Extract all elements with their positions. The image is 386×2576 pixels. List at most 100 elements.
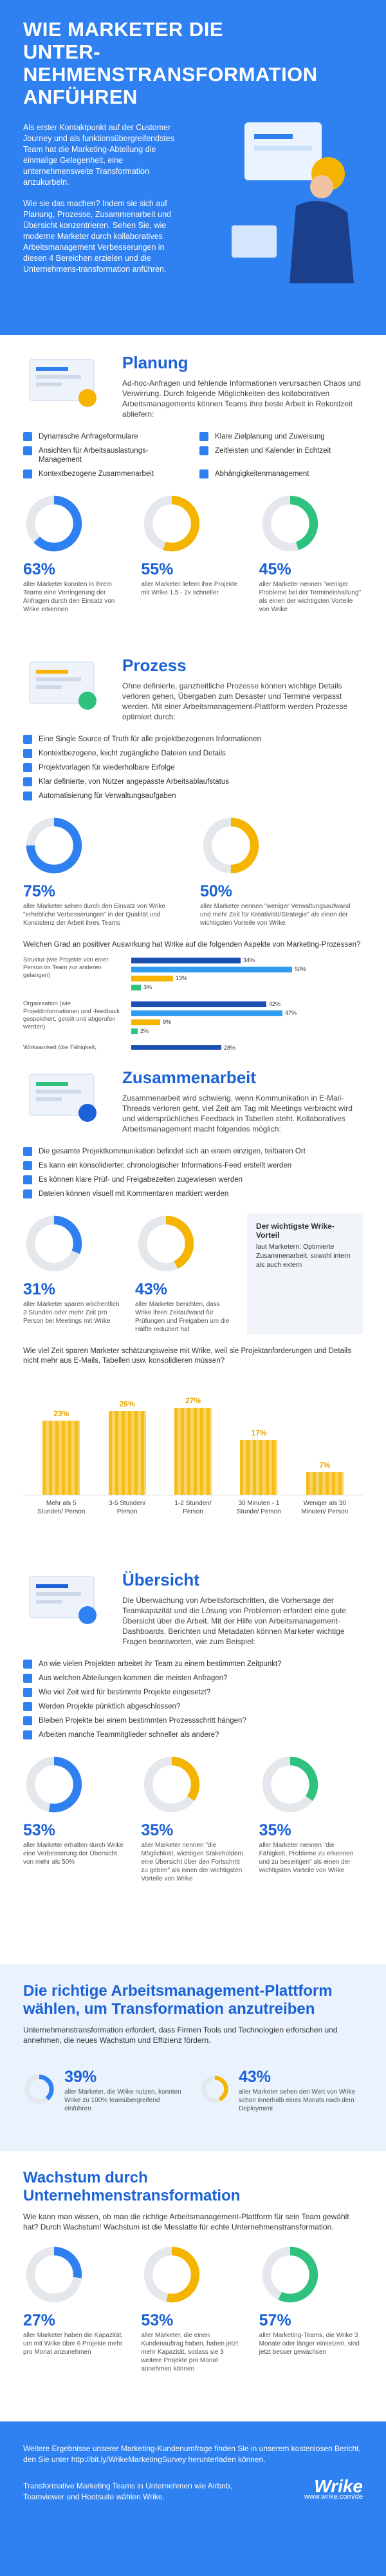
footer-tagline: Transformative Marketing Teams in Untern… [23, 2481, 232, 2501]
footer-url[interactable]: www.wrike.com/de [304, 2493, 363, 2501]
stat-description: aller Marketer, die Wrike nutzen, konnte… [64, 2088, 181, 2112]
bullet-text: Wie viel Zeit wird für bestimmte Projekt… [39, 1689, 211, 1696]
icon-shape [78, 1606, 96, 1624]
note-box: Der wichtigste Wrike-Vorteil laut Markete… [247, 1213, 363, 1334]
stat-description: aller Marketer sehen den Wert von Wrike … [238, 2088, 356, 2112]
bar-group: Organisation (wie Projektinformationen u… [23, 1000, 363, 1036]
stat-value: 45% [259, 560, 291, 578]
bar-row: 3% [131, 983, 363, 991]
stat-description: aller Marketer liefern ihre Projekte mit… [141, 581, 238, 596]
donut [26, 817, 82, 874]
section-icon-box [23, 656, 107, 722]
value-label: 23% [53, 1409, 69, 1418]
value-label: 3% [143, 984, 152, 990]
value-label: 47% [285, 1010, 297, 1016]
columns: 23% 26% 27% 17% 7% [23, 1372, 363, 1495]
bars: 28%51%18%3% [131, 1044, 363, 1050]
bar [306, 1472, 344, 1495]
stat-description: aller Marketer berichten, dass Wrike ihr… [135, 1301, 230, 1333]
donut-arc [262, 495, 318, 552]
illustration-shape [254, 134, 293, 139]
icon-shape [36, 670, 68, 674]
illustration-shape [244, 122, 322, 180]
section-paragraph: Zusammenarbeit wird schwierig, wenn Komm… [122, 1094, 353, 1133]
value-label: 34% [243, 957, 255, 963]
stats-row: 27% aller Marketer haben die Kapazität, u… [23, 2244, 363, 2373]
bullet-text: Es kann ein konsolidierter, chronologisc… [39, 1162, 292, 1170]
bullet: Dateien können visuell mit Kommentaren m… [23, 1187, 363, 1201]
intro-paragraph: Wie sie das machen? Indem sie sich auf P… [23, 199, 171, 274]
stat: 35% aller Marketer nennen "die Möglichkei… [141, 1754, 244, 1883]
category-label: Weniger als 30 Minuten/ Person [301, 1500, 349, 1515]
donut-arc [144, 495, 200, 552]
stat: 55% aller Marketer liefern ihre Projekte … [141, 493, 244, 614]
stat-value: 53% [23, 1821, 56, 1839]
value-label: 26% [119, 1399, 135, 1408]
bullet: Automatisierung für Verwaltungsaufgaben [23, 789, 363, 803]
bullet-text: Dateien können visuell mit Kommentaren m… [39, 1190, 229, 1198]
bar-row: 13% [131, 974, 363, 982]
stat: 75% aller Marketer sehen durch den Einsat… [23, 815, 186, 927]
icon-shape [36, 383, 62, 386]
bullet-check [23, 1688, 32, 1697]
bullet-check [23, 777, 32, 786]
section-head: Übersicht Die Überwachung von Arbeitsfort… [122, 1570, 363, 1647]
stat: 45% aller Marketer nennen "weniger Proble… [259, 493, 363, 614]
bar-group: Struktur (wie Projekte von einer Person … [23, 956, 363, 992]
icon-shape [36, 367, 68, 371]
bar [108, 1411, 146, 1495]
bullet-text: Kontextbezogene Zusammenarbeit [39, 470, 154, 478]
donut-arc [138, 1215, 194, 1272]
donut-arc [201, 2076, 228, 2103]
donut [144, 2246, 200, 2303]
icon-shape [36, 1600, 62, 1604]
category-label: Wirksamkeit (die Fähigkeit, wirkungsvoll… [23, 1044, 97, 1050]
stat-description: aller Marketer sparen wöchentlich 3 Stun… [23, 1301, 120, 1325]
stat: 35% aller Marketer nennen "die Fähigkeit,… [259, 1754, 363, 1883]
stat-value: 35% [259, 1821, 291, 1839]
value-label: 9% [163, 1019, 172, 1025]
section-top: Zusammenarbeit Zusammenarbeit wird schwie… [23, 1068, 363, 1134]
footer-text: Weitere Ergebnisse unserer Marketing-Kun… [23, 2444, 361, 2464]
donut [138, 1215, 194, 1272]
donut [24, 2074, 54, 2104]
bullet: Projektvorlagen für wiederholbare Erfolg… [23, 761, 363, 775]
column: 7% [300, 1372, 350, 1495]
bullet-check [23, 1674, 32, 1683]
section: Wachstum durch Unternehmenstransformatio… [0, 2151, 386, 2421]
bullet-check [199, 432, 208, 441]
section: Prozess Ohne definierte, ganzheitliche Pr… [0, 638, 386, 1050]
column: 17% [234, 1372, 284, 1495]
value-label: 13% [176, 975, 188, 981]
bullet-text: Eine Single Source of Truth für alle pro… [39, 735, 261, 743]
column: 26% [102, 1372, 152, 1495]
stats-row: 53% aller Marketer erhalten durch Wrike e… [23, 1754, 363, 1883]
bullet: Dynamische Anfrageformulare [23, 430, 187, 444]
bar [131, 975, 173, 981]
illustration [232, 122, 354, 283]
value-label: 17% [251, 1428, 267, 1437]
bullet: Es können klare Prüf- und Freigabezeiten… [23, 1173, 363, 1187]
bar [131, 1045, 221, 1050]
bar [42, 1421, 80, 1495]
bullet-text: Aus welchen Abteilungen kommen die meist… [39, 1674, 228, 1682]
bullet-list: Eine Single Source of Truth für alle pro… [23, 732, 363, 803]
icon-shape [36, 375, 81, 379]
bullet-text: Automatisierung für Verwaltungsaufgaben [39, 792, 176, 800]
stat-value: 63% [23, 560, 56, 578]
icon-shape [36, 1097, 62, 1101]
bullet: Kontextbezogene, leicht zugängliche Date… [23, 746, 363, 761]
icon-shape [36, 1082, 68, 1086]
bullet-check [23, 1660, 32, 1669]
bullet: Aus welchen Abteilungen kommen die meist… [23, 1671, 363, 1685]
category-label: 30 Minuten - 1 Stunde/ Person [236, 1500, 281, 1515]
section-paragraph: Ad-hoc-Anfragen und fehlende Information… [122, 379, 361, 419]
section-icon [29, 1576, 96, 1624]
stat-description: aller Marketing-Teams, die Wrike 3 Monat… [259, 2332, 360, 2356]
stat-value: 43% [238, 2068, 271, 2086]
bullet: Kontextbezogene Zusammenarbeit [23, 467, 187, 481]
stat-description: aller Marketer erhalten durch Wrike eine… [23, 1842, 124, 1866]
category-label: Struktur (wie Projekte von einer Person … [23, 956, 109, 979]
category-label: Mehr als 5 Stunden/ Person [37, 1500, 86, 1515]
section-head: Zusammenarbeit Zusammenarbeit wird schwie… [122, 1068, 363, 1134]
